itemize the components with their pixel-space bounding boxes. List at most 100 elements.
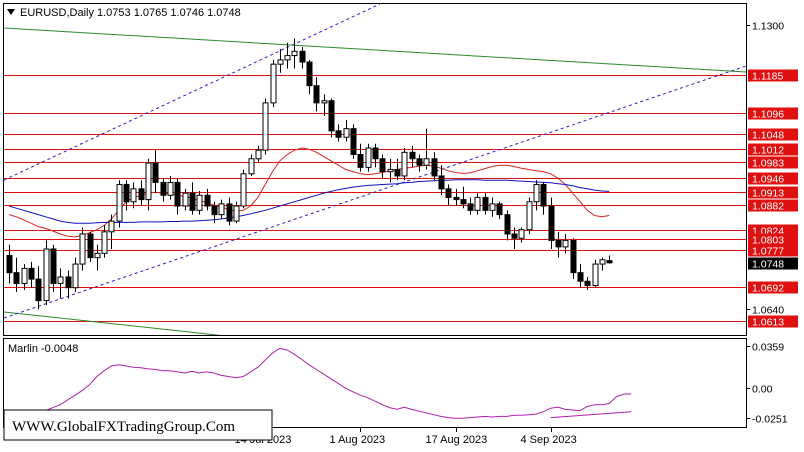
oscillator-line bbox=[8, 347, 632, 424]
level-price-tag bbox=[748, 156, 798, 169]
price-tick-label: 1.1300 bbox=[752, 21, 784, 33]
bull-candle bbox=[321, 94, 328, 116]
level-price-label: 1.0913 bbox=[752, 188, 784, 200]
candle-body bbox=[174, 181, 181, 207]
candle-body bbox=[379, 158, 386, 173]
candle-body bbox=[482, 196, 489, 211]
candle-body bbox=[401, 151, 408, 177]
candle-body bbox=[152, 162, 159, 183]
bull-candle bbox=[401, 148, 408, 181]
watermark-box: WWW.GlobalFXTradingGroup.Com bbox=[3, 409, 273, 441]
candle-body bbox=[335, 130, 342, 138]
candle-body bbox=[79, 233, 86, 265]
current-price-tag bbox=[748, 257, 798, 270]
candle-body bbox=[116, 184, 123, 222]
candle-body bbox=[262, 102, 269, 151]
level-price-label: 1.0692 bbox=[752, 283, 784, 295]
level-price-tag bbox=[748, 69, 798, 82]
collapse-triangle-icon[interactable] bbox=[7, 9, 15, 15]
bull-candle bbox=[262, 98, 269, 155]
bull-candle bbox=[145, 158, 152, 211]
bull-candle bbox=[240, 169, 247, 209]
candle-body bbox=[460, 199, 467, 205]
price-tick-label: 1.0640 bbox=[752, 305, 784, 317]
candle-body bbox=[108, 220, 115, 233]
candle-body bbox=[50, 248, 57, 284]
bear-candle bbox=[357, 143, 364, 172]
candle-body bbox=[94, 252, 101, 259]
osc-tick-label: 0.0359 bbox=[752, 342, 784, 354]
price-panel-border bbox=[3, 3, 747, 336]
candle-body bbox=[204, 194, 211, 207]
bear-candle bbox=[379, 154, 386, 179]
candle-body bbox=[211, 205, 218, 216]
level-price-tag bbox=[748, 107, 798, 120]
bear-candle bbox=[584, 276, 591, 290]
bear-candle bbox=[189, 182, 196, 215]
candle-body bbox=[130, 188, 137, 203]
trendline-upper-green bbox=[4, 27, 746, 73]
bear-candle bbox=[313, 77, 320, 112]
candle-body bbox=[270, 63, 277, 104]
level-price-tag bbox=[748, 172, 798, 185]
candle-body bbox=[438, 175, 445, 190]
bear-candle bbox=[226, 197, 233, 226]
level-price-tag bbox=[748, 315, 798, 328]
bull-candle bbox=[291, 38, 298, 69]
candle-body bbox=[138, 188, 145, 201]
bear-candle bbox=[50, 244, 57, 293]
candle-body bbox=[489, 203, 496, 211]
bull-candle bbox=[196, 190, 203, 215]
candlesticks bbox=[6, 38, 613, 310]
candle-body bbox=[101, 231, 108, 254]
bull-candle bbox=[592, 259, 599, 288]
level-price-label: 1.0983 bbox=[752, 158, 784, 170]
candle-body bbox=[474, 196, 481, 211]
level-price-tag bbox=[748, 128, 798, 141]
candle-body bbox=[43, 248, 50, 302]
bear-candle bbox=[152, 150, 159, 194]
candle-body bbox=[218, 203, 225, 216]
candle-body bbox=[453, 196, 460, 201]
bull-candle bbox=[130, 182, 137, 209]
price-panel[interactable]: EURUSD,Daily 1.0753 1.0765 1.0746 1.0748 bbox=[3, 3, 747, 337]
candle-body bbox=[321, 100, 328, 104]
time-tick-label: 17 Aug 2023 bbox=[426, 434, 488, 446]
bull-candle bbox=[423, 128, 430, 170]
bear-candle bbox=[431, 152, 438, 181]
candle-body bbox=[423, 158, 430, 166]
candle-body bbox=[87, 233, 94, 259]
candle-body bbox=[584, 280, 591, 287]
oscillator-panel-border bbox=[3, 338, 747, 428]
bull-candle bbox=[101, 225, 108, 258]
candle-body bbox=[526, 201, 533, 231]
bear-candle bbox=[548, 197, 555, 250]
candle-body bbox=[196, 194, 203, 211]
current-price-label: 1.0748 bbox=[752, 259, 784, 271]
oscillator-panel[interactable]: Marlin -0.0048 bbox=[3, 338, 747, 428]
bear-candle bbox=[211, 201, 218, 224]
bear-candle bbox=[35, 266, 42, 310]
bear-candle bbox=[328, 98, 335, 138]
bull-candle bbox=[218, 199, 225, 219]
candle-body bbox=[291, 50, 298, 57]
bear-candle bbox=[496, 201, 503, 219]
channel-lower-blue bbox=[4, 65, 746, 319]
bull-candle bbox=[94, 244, 101, 271]
candle-body bbox=[189, 192, 196, 211]
candle-body bbox=[548, 205, 555, 241]
candle-body bbox=[365, 147, 372, 168]
candle-body bbox=[350, 128, 357, 155]
candle-body bbox=[13, 272, 20, 284]
candle-body bbox=[387, 169, 394, 173]
candle-body bbox=[328, 100, 335, 132]
candle-body bbox=[306, 61, 313, 87]
bear-candle bbox=[606, 255, 613, 264]
bear-candle bbox=[204, 188, 211, 211]
level-price-label: 1.1185 bbox=[752, 71, 783, 83]
bear-candle bbox=[65, 270, 72, 299]
bear-candle bbox=[570, 238, 577, 280]
level-price-label: 1.1012 bbox=[752, 145, 784, 157]
candle-body bbox=[357, 153, 364, 168]
